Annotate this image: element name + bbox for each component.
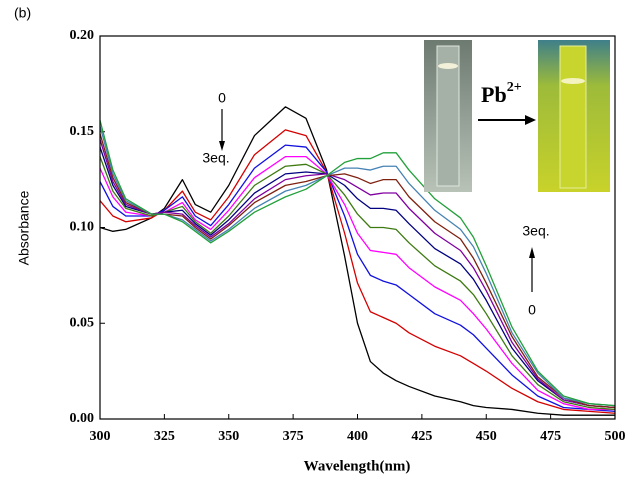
meniscus bbox=[561, 78, 585, 84]
ion-charge: 2+ bbox=[507, 80, 522, 95]
x-axis-label: Wavelength(nm) bbox=[304, 458, 411, 474]
annotation: 0 bbox=[528, 302, 536, 318]
annotation: 3eq. bbox=[202, 150, 229, 166]
x-tick-label: 375 bbox=[283, 429, 304, 444]
photo-before bbox=[424, 40, 472, 192]
annotation: 0 bbox=[218, 90, 226, 106]
plot-frame bbox=[99, 35, 616, 420]
photo-after bbox=[538, 40, 610, 192]
arrow-head bbox=[525, 115, 536, 125]
cuvette bbox=[436, 45, 460, 187]
ion: Pb bbox=[481, 82, 507, 107]
y-tick-label: 0.20 bbox=[70, 28, 95, 43]
arrow-head bbox=[529, 247, 535, 258]
annotation: 3eq. bbox=[522, 223, 549, 239]
y-axis-label: Absorbance bbox=[16, 190, 32, 265]
series-line bbox=[99, 144, 616, 412]
series-line bbox=[99, 120, 616, 407]
panel-label: (b) bbox=[14, 5, 31, 21]
x-tick-label: 475 bbox=[540, 429, 561, 444]
x-tick-label: 325 bbox=[154, 429, 175, 444]
series-line bbox=[99, 106, 615, 416]
y-tick-label: 0.00 bbox=[70, 411, 95, 426]
ion-label: Pb2+ bbox=[481, 80, 522, 107]
series-line bbox=[99, 133, 616, 409]
y-tick-label: 0.05 bbox=[70, 315, 95, 330]
series-line bbox=[99, 139, 616, 409]
cuvette bbox=[559, 45, 587, 189]
y-tick-label: 0.10 bbox=[70, 220, 95, 235]
y-tick-label: 0.15 bbox=[70, 124, 95, 139]
series-line bbox=[99, 146, 616, 409]
x-tick-label: 425 bbox=[411, 429, 432, 444]
series-line bbox=[99, 155, 615, 411]
x-tick-label: 450 bbox=[476, 429, 497, 444]
meniscus bbox=[438, 63, 458, 69]
series-line bbox=[99, 129, 616, 414]
series-line bbox=[99, 156, 616, 411]
x-tick-label: 300 bbox=[90, 429, 111, 444]
series-line bbox=[99, 125, 616, 407]
x-tick-label: 350 bbox=[218, 429, 239, 444]
x-tick-label: 500 bbox=[605, 429, 626, 444]
x-tick-label: 400 bbox=[347, 429, 368, 444]
plot-area: 300 325 350 375 400 425 450 475 500 0.00 0.05 0.10 0… bbox=[70, 28, 626, 444]
arrow-head bbox=[219, 141, 225, 151]
